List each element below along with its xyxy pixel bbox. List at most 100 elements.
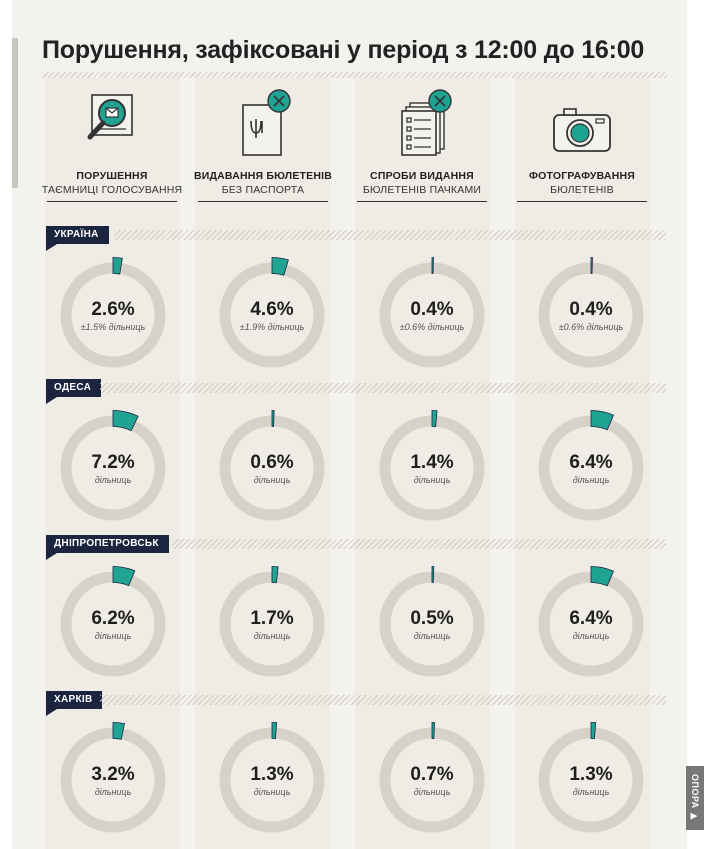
- donut-value-wedge: [431, 410, 438, 428]
- donut-note: дільниць: [572, 475, 610, 485]
- donut-svg: [219, 566, 325, 677]
- category-subtitle: БЮЛЕТЕНІВ: [550, 184, 614, 196]
- donut-svg: [60, 566, 166, 677]
- category-underline: [198, 201, 328, 202]
- donut-chart: 1.3% дільниць: [216, 722, 328, 836]
- donut-svg: [379, 257, 485, 368]
- donut-value-wedge: [590, 410, 615, 431]
- donut-value-label: 0.5%: [410, 608, 454, 629]
- region-hatch-rule: [172, 539, 666, 549]
- donut-note: дільниць: [253, 475, 291, 485]
- donut-chart: 4.6% ±1.9% дільниць: [216, 257, 328, 371]
- donut-note: дільниць: [253, 631, 291, 641]
- donut-svg: [538, 257, 644, 368]
- donut-chart: 1.4% дільниць: [376, 410, 488, 524]
- category-subtitle: БЕЗ ПАСПОРТА: [221, 184, 305, 196]
- donut-chart: 0.4% ±0.6% дільниць: [376, 257, 488, 371]
- ballot-stack-crossed-icon: [401, 89, 452, 156]
- donut-value-wedge: [271, 722, 278, 740]
- region-label: ДНІПРОПЕТРОВСЬК: [46, 535, 169, 553]
- region-header: ДНІПРОПЕТРОВСЬК: [46, 535, 666, 560]
- donut-value-label: 4.6%: [250, 299, 294, 320]
- donut-note: дільниць: [413, 787, 451, 797]
- donut-note: ±1.9% дільниць: [239, 322, 305, 332]
- category-packs: СПРОБИ ВИДАННЯ БЮЛЕТЕНІВ ПАЧКАМИ: [347, 85, 497, 210]
- donut-value-label: 2.6%: [91, 299, 135, 320]
- donut-value-wedge: [112, 257, 123, 275]
- donut-value-label: 6.4%: [569, 452, 613, 473]
- donut-chart: 6.4% дільниць: [535, 566, 647, 680]
- brand-tab: ОПОРА ▶: [686, 766, 704, 830]
- donut-value-wedge: [271, 566, 279, 584]
- column-background: [515, 78, 650, 849]
- donut-value-wedge: [431, 566, 435, 583]
- donut-svg: [379, 722, 485, 833]
- donut-value-wedge: [112, 410, 139, 432]
- left-accent-bar: [12, 38, 18, 188]
- region-label: ОДЕСА: [46, 379, 102, 397]
- region-header: ОДЕСА: [46, 379, 666, 404]
- column-background: [195, 78, 330, 849]
- donut-svg: [219, 722, 325, 833]
- camera-icon: [553, 108, 611, 152]
- donut-value-label: 6.2%: [91, 608, 135, 629]
- category-title: ПОРУШЕННЯ: [76, 170, 148, 182]
- category-underline: [517, 201, 647, 202]
- donut-svg: [219, 257, 325, 368]
- donut-chart: 7.2% дільниць: [57, 410, 169, 524]
- donut-note: ±0.6% дільниць: [558, 322, 624, 332]
- donut-chart: 0.6% дільниць: [216, 410, 328, 524]
- category-underline: [357, 201, 487, 202]
- category-secrecy: ПОРУШЕННЯ ТАЄМНИЦІ ГОЛОСУВАННЯ: [37, 85, 187, 210]
- donut-note: дільниць: [572, 631, 610, 641]
- region-header: ХАРКІВ: [46, 691, 666, 716]
- region-label-tail: [46, 553, 57, 560]
- region-label-tail: [46, 397, 57, 404]
- donut-value-label: 7.2%: [91, 452, 135, 473]
- donut-value-label: 1.4%: [410, 452, 454, 473]
- donut-svg: [538, 410, 644, 521]
- donut-svg: [538, 566, 644, 677]
- donut-svg: [379, 566, 485, 677]
- donut-value-wedge: [590, 722, 597, 740]
- donut-value-wedge: [271, 257, 289, 276]
- donut-value-label: 0.6%: [250, 452, 294, 473]
- donut-svg: [538, 722, 644, 833]
- category-photo: ФОТОГРАФУВАННЯ БЮЛЕТЕНІВ: [507, 85, 657, 210]
- donut-note: дільниць: [572, 787, 610, 797]
- donut-chart: 2.6% ±1.5% дільниць: [57, 257, 169, 371]
- donut-value-wedge: [431, 257, 434, 274]
- donut-value-wedge: [271, 410, 275, 427]
- donut-value-label: 0.4%: [569, 299, 613, 320]
- column-background: [355, 78, 490, 849]
- donut-note: дільниць: [413, 631, 451, 641]
- region-label: УКРАЇНА: [46, 226, 109, 244]
- category-no-passport: ВИДАВАННЯ БЮЛЕТЕНІВ БЕЗ ПАСПОРТА: [188, 85, 338, 210]
- category-subtitle: ТАЄМНИЦІ ГОЛОСУВАННЯ: [41, 184, 183, 196]
- donut-note: дільниць: [413, 475, 451, 485]
- donut-value-label: 1.7%: [250, 608, 294, 629]
- donut-value-label: 6.4%: [569, 608, 613, 629]
- region-label-tail: [46, 244, 57, 251]
- donut-chart: 6.2% дільниць: [57, 566, 169, 680]
- category-title: ФОТОГРАФУВАННЯ: [528, 170, 636, 182]
- category-underline: [47, 201, 177, 202]
- donut-svg: [60, 410, 166, 521]
- donut-svg: [60, 722, 166, 833]
- infographic-card: Порушення, зафіксовані у період з 12:00 …: [12, 0, 687, 849]
- region-hatch-rule: [114, 230, 666, 240]
- donut-value-label: 3.2%: [91, 764, 135, 785]
- donut-chart: 0.4% ±0.6% дільниць: [535, 257, 647, 371]
- donut-chart: 1.7% дільниць: [216, 566, 328, 680]
- region-hatch-rule: [100, 695, 666, 705]
- donut-value-label: 1.3%: [250, 764, 294, 785]
- page-title: Порушення, зафіксовані у період з 12:00 …: [42, 36, 645, 64]
- donut-note: дільниць: [94, 787, 132, 797]
- donut-value-wedge: [590, 566, 615, 587]
- donut-chart: 1.3% дільниць: [535, 722, 647, 836]
- region-label-tail: [46, 709, 57, 716]
- donut-value-wedge: [431, 722, 435, 739]
- donut-value-wedge: [590, 257, 593, 274]
- donut-svg: [379, 410, 485, 521]
- donut-value-wedge: [112, 722, 125, 740]
